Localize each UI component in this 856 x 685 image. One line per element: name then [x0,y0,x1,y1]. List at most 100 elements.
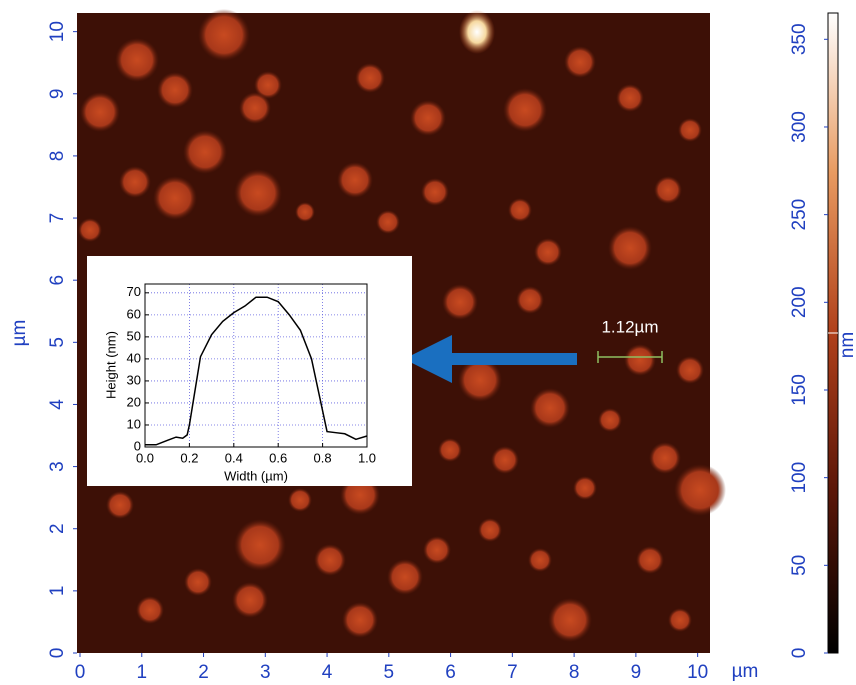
colorbar-tick-label: 200 [789,286,810,318]
x-tick-label: 0.4 [225,450,243,465]
y-tick-label: 9 [47,88,68,99]
particle [423,536,451,564]
x-tick-label: 6 [445,662,456,683]
y-tick-label: 20 [127,394,141,409]
particle [115,38,159,82]
particle [608,226,652,270]
particle [387,559,423,595]
particle [337,162,373,198]
y-tick-label: 6 [47,275,68,286]
particle [78,218,102,242]
y-tick-label: 10 [47,21,68,42]
x-tick-label: 10 [687,662,708,683]
particle [314,544,346,576]
particle [654,176,682,204]
particle [442,284,478,320]
y-tick-label: 8 [47,151,68,162]
particle [674,464,726,516]
inset [87,256,412,486]
particle [491,446,519,474]
y-tick-label: 40 [127,350,141,365]
particle [184,568,212,596]
plot-frame [144,283,368,448]
particle [288,488,312,512]
colorbar-tick-label: 100 [789,462,810,494]
particle [668,608,692,632]
particle [598,408,622,432]
y-tick-label: 4 [47,399,68,410]
line [145,296,368,446]
particle [478,518,502,542]
particle [548,598,592,642]
x-tick-label: 2 [198,662,209,683]
x-tick-label: 9 [631,662,642,683]
particle [516,286,544,314]
particle [376,210,400,234]
particle [80,92,120,132]
bright-particle [459,10,495,54]
particle [410,100,446,136]
inset-y-label: Height (nm) [103,331,118,399]
particle [295,202,315,222]
x-tick-label: 0.6 [269,450,287,465]
colorbar-tick-label: 300 [789,111,810,143]
particle [234,169,282,217]
x-tick-label: 4 [322,662,333,683]
particle [530,388,570,428]
particle [624,344,656,376]
colorbar-tick-label: 350 [789,23,810,55]
y-tick-label: 0 [134,438,141,453]
particle [153,176,197,220]
y-axis-label: µm [9,320,30,347]
y-tick-label: 10 [127,416,141,431]
scale-bar [597,351,663,363]
x-tick-label: 0.8 [314,450,332,465]
particle [232,582,268,618]
y-tick-label: 30 [127,372,141,387]
x-axis-label: µm [732,661,759,682]
particle [616,84,644,112]
colorbar-tick-label: 0 [789,648,810,659]
particle [355,63,385,93]
x-tick-label: 0 [75,662,86,683]
particle [678,118,702,142]
particle [508,198,532,222]
y-tick-label: 7 [47,213,68,224]
x-tick-label: 0.2 [180,450,198,465]
particle [119,166,151,198]
particle [564,46,596,78]
scale-label: 1.12µm [601,317,658,336]
particle [438,438,462,462]
particle [198,9,250,61]
x-tick-label: 5 [384,662,395,683]
inset-x-label: Width (µm) [224,468,288,483]
particle [106,491,134,519]
x-tick-label: 3 [260,662,271,683]
y-tick-label: 1 [47,586,68,597]
colorbar-tick-label: 150 [789,374,810,406]
particle [573,476,597,500]
particle [528,548,552,572]
x-tick-label: 1 [136,662,147,683]
particle [239,92,271,124]
particle [183,130,227,174]
particle [136,596,164,624]
y-tick-label: 3 [47,461,68,472]
particle [234,519,286,571]
particle [254,71,282,99]
x-tick-label: 1.0 [358,450,376,465]
y-tick-label: 70 [127,284,141,299]
x-tick-label: 0.0 [136,450,154,465]
y-tick-label: 0 [47,648,68,659]
y-tick-label: 5 [47,337,68,348]
x-tick-label: 7 [507,662,518,683]
y-tick-label: 2 [47,523,68,534]
y-tick-label: 50 [127,328,141,343]
colorbar-tick-label: 250 [789,199,810,231]
y-tick-label: 60 [127,306,141,321]
particle [458,358,502,402]
colorbar-tick-label: 50 [789,555,810,576]
x-tick-label: 8 [569,662,580,683]
particle [157,72,193,108]
particle [342,602,378,638]
